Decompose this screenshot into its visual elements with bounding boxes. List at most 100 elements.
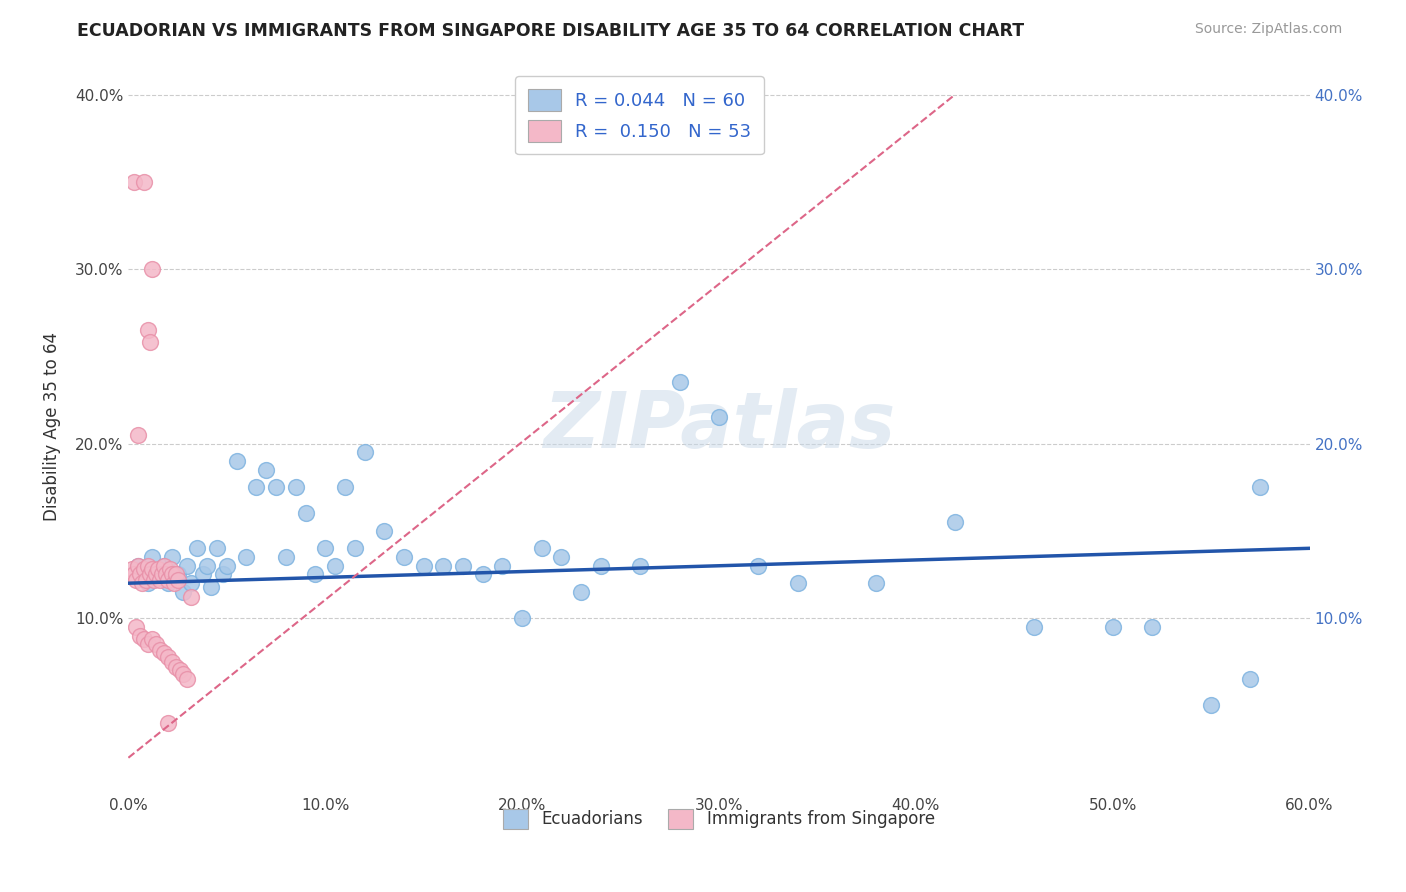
Point bbox=[141, 632, 163, 646]
Point bbox=[134, 175, 156, 189]
Point bbox=[163, 576, 186, 591]
Point bbox=[146, 567, 169, 582]
Point bbox=[373, 524, 395, 538]
Point bbox=[569, 585, 592, 599]
Point bbox=[264, 480, 287, 494]
Point bbox=[668, 376, 690, 390]
Point bbox=[432, 558, 454, 573]
Point bbox=[353, 445, 375, 459]
Text: ZIPatlas: ZIPatlas bbox=[543, 388, 896, 464]
Point bbox=[124, 567, 146, 582]
Point bbox=[135, 573, 157, 587]
Point bbox=[160, 655, 183, 669]
Point bbox=[530, 541, 553, 556]
Point bbox=[180, 576, 202, 591]
Point bbox=[392, 549, 415, 564]
Point bbox=[146, 562, 169, 576]
Point bbox=[1022, 620, 1045, 634]
Point bbox=[323, 558, 346, 573]
Point bbox=[143, 573, 166, 587]
Point bbox=[129, 567, 152, 582]
Point bbox=[786, 576, 808, 591]
Point bbox=[412, 558, 434, 573]
Point bbox=[1249, 480, 1271, 494]
Point bbox=[166, 573, 188, 587]
Point bbox=[747, 558, 769, 573]
Y-axis label: Disability Age 35 to 64: Disability Age 35 to 64 bbox=[44, 332, 60, 521]
Point bbox=[943, 515, 966, 529]
Point bbox=[589, 558, 612, 573]
Point bbox=[333, 480, 356, 494]
Point bbox=[125, 620, 148, 634]
Point bbox=[141, 262, 163, 277]
Point bbox=[284, 480, 307, 494]
Point bbox=[245, 480, 267, 494]
Point bbox=[274, 549, 297, 564]
Point bbox=[176, 558, 198, 573]
Point bbox=[254, 463, 277, 477]
Point bbox=[169, 664, 191, 678]
Point bbox=[235, 549, 257, 564]
Point bbox=[304, 567, 326, 582]
Point bbox=[205, 541, 228, 556]
Point bbox=[1199, 698, 1222, 713]
Point bbox=[150, 567, 173, 582]
Point bbox=[193, 567, 215, 582]
Point bbox=[159, 562, 181, 576]
Point bbox=[125, 573, 148, 587]
Point bbox=[131, 576, 153, 591]
Point bbox=[129, 629, 152, 643]
Point bbox=[173, 667, 195, 681]
Point bbox=[134, 632, 156, 646]
Point bbox=[124, 175, 146, 189]
Point bbox=[294, 507, 316, 521]
Point bbox=[510, 611, 533, 625]
Point bbox=[707, 410, 730, 425]
Point bbox=[156, 576, 179, 591]
Point bbox=[865, 576, 887, 591]
Point bbox=[225, 454, 247, 468]
Point bbox=[139, 567, 162, 582]
Point bbox=[1101, 620, 1123, 634]
Point bbox=[212, 567, 235, 582]
Point bbox=[145, 637, 167, 651]
Point bbox=[149, 642, 172, 657]
Point bbox=[136, 558, 159, 573]
Point bbox=[166, 567, 188, 582]
Point bbox=[121, 562, 143, 576]
Point bbox=[156, 715, 179, 730]
Point bbox=[195, 558, 218, 573]
Point bbox=[156, 649, 179, 664]
Point bbox=[200, 580, 222, 594]
Point bbox=[160, 549, 183, 564]
Point bbox=[136, 637, 159, 651]
Point bbox=[165, 567, 187, 582]
Point bbox=[1140, 620, 1163, 634]
Point bbox=[153, 558, 176, 573]
Point bbox=[180, 590, 202, 604]
Text: Source: ZipAtlas.com: Source: ZipAtlas.com bbox=[1195, 22, 1343, 37]
Point bbox=[153, 558, 176, 573]
Point bbox=[628, 558, 651, 573]
Point bbox=[155, 567, 177, 582]
Point bbox=[1239, 672, 1261, 686]
Point bbox=[127, 558, 149, 573]
Point bbox=[215, 558, 238, 573]
Point bbox=[153, 646, 176, 660]
Point bbox=[173, 585, 195, 599]
Point bbox=[141, 549, 163, 564]
Point bbox=[127, 558, 149, 573]
Point bbox=[343, 541, 366, 556]
Point bbox=[149, 573, 172, 587]
Point bbox=[139, 335, 162, 350]
Point bbox=[165, 660, 187, 674]
Point bbox=[134, 562, 156, 576]
Point bbox=[186, 541, 208, 556]
Point bbox=[176, 672, 198, 686]
Point bbox=[145, 567, 167, 582]
Point bbox=[550, 549, 572, 564]
Point bbox=[127, 428, 149, 442]
Point bbox=[314, 541, 336, 556]
Point bbox=[160, 567, 183, 582]
Point bbox=[451, 558, 474, 573]
